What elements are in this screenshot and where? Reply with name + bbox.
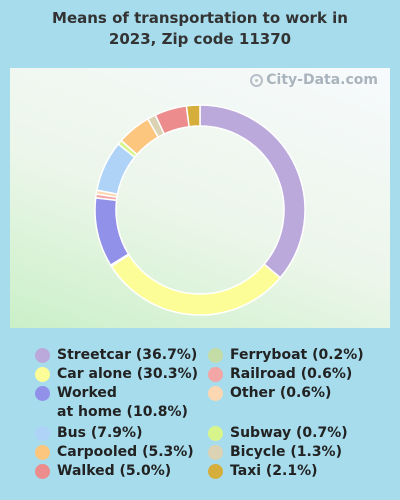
watermark: City-Data.com [250, 72, 378, 88]
watermark-text: City-Data.com [266, 72, 378, 88]
chart-panel: City-Data.com [10, 68, 390, 328]
chart-title: Means of transportation to work in 2023,… [0, 8, 400, 50]
magnifier-icon [250, 73, 264, 87]
donut-slice-car-alone[interactable] [110, 253, 282, 316]
legend-label: Bus (7.9%) [57, 425, 143, 441]
donut-chart [94, 104, 306, 316]
legend-swatch [208, 426, 223, 441]
legend-label: Bicycle (1.3%) [230, 444, 342, 460]
legend-item-subway: Subway (0.7%) [208, 424, 348, 443]
legend-item-worked-at-home: Worked at home (10.8%) [35, 384, 188, 422]
legend-swatch [35, 464, 50, 479]
legend-swatch [35, 367, 50, 382]
legend-swatch [208, 386, 223, 401]
legend-label: Subway (0.7%) [230, 425, 348, 441]
chart-title-line-2: 2023, Zip code 11370 [108, 30, 292, 48]
legend-swatch [208, 367, 223, 382]
legend-item-walked: Walked (5.0%) [35, 462, 171, 481]
legend-item-ferryboat: Ferryboat (0.2%) [208, 346, 364, 365]
legend-swatch [35, 426, 50, 441]
legend-item-taxi: Taxi (2.1%) [208, 462, 318, 481]
legend-label: Carpooled (5.3%) [57, 444, 194, 460]
legend-item-carpooled: Carpooled (5.3%) [35, 443, 194, 462]
donut-slice-taxi[interactable] [185, 104, 201, 128]
legend-swatch [35, 445, 50, 460]
donut-slice-worked-at-home[interactable] [94, 197, 130, 267]
legend-swatch [208, 445, 223, 460]
legend-label: Walked (5.0%) [57, 463, 172, 479]
legend-swatch [208, 464, 223, 479]
donut-slice-streetcar[interactable] [199, 104, 306, 279]
legend-swatch [35, 348, 50, 363]
legend-swatch [208, 348, 223, 363]
legend-swatch [35, 386, 50, 401]
legend-label: Worked at home (10.8%) [57, 385, 188, 420]
legend-item-railroad: Railroad (0.6%) [208, 365, 352, 384]
legend-label: Ferryboat (0.2%) [230, 347, 364, 363]
legend-label: Taxi (2.1%) [230, 463, 318, 479]
legend-item-bicycle: Bicycle (1.3%) [208, 443, 342, 462]
legend-item-bus: Bus (7.9%) [35, 424, 142, 443]
legend-item-other: Other (0.6%) [208, 384, 331, 403]
legend-label: Railroad (0.6%) [230, 366, 353, 382]
legend-item-streetcar: Streetcar (36.7%) [35, 346, 197, 365]
legend-label: Car alone (30.3%) [57, 366, 199, 382]
legend-label: Other (0.6%) [230, 385, 332, 401]
chart-legend: Streetcar (36.7%) Car alone (30.3%) Worked… [0, 346, 400, 496]
chart-title-line-1: Means of transportation to work in [52, 9, 348, 27]
legend-label: Streetcar (36.7%) [57, 347, 198, 363]
legend-item-car-alone: Car alone (30.3%) [35, 365, 198, 384]
